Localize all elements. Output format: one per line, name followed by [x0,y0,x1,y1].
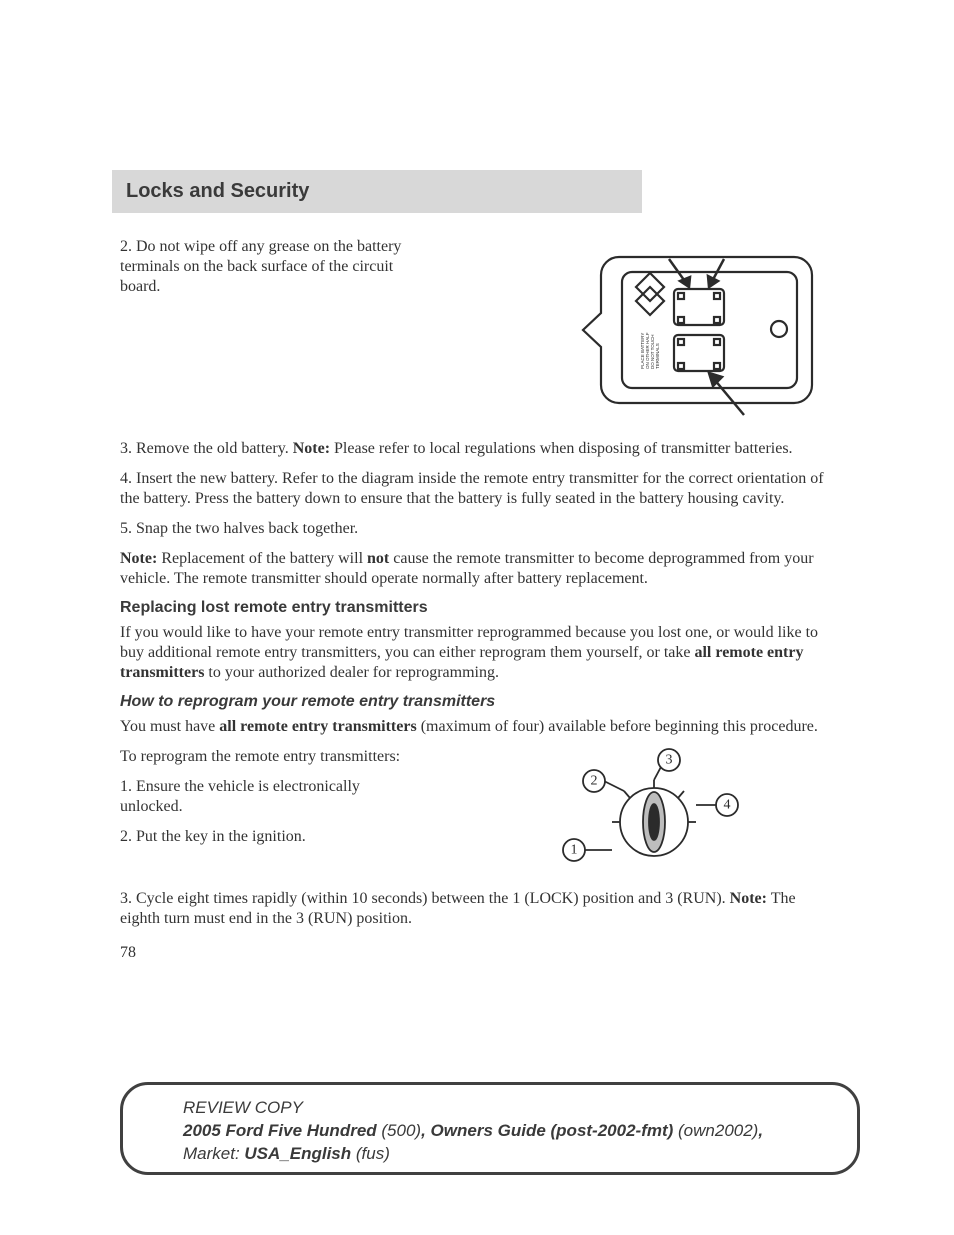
footer-line2: 2005 Ford Five Hundred (500), Owners Gui… [183,1120,817,1143]
footer-l3-b1: USA_English [244,1144,351,1163]
ignition-pos-1: 1 [571,843,578,858]
footer-l2-b2: , Owners Guide (post-2002-fmt) [421,1121,673,1140]
subheading-replacing-lost: Replacing lost remote entry transmitters [120,599,834,617]
sub1-para: If you would like to have your remote en… [120,623,834,683]
footer-l3-i2: (fus) [351,1144,390,1163]
step5-text: 5. Snap the two halves back together. [120,519,834,539]
ignition-pos-3: 3 [666,753,673,768]
fig1-label-4: TERMINALS [655,343,660,369]
note-replace-label: Note: [120,550,157,567]
reprog-s3-pre: 3. Cycle eight times rapidly (within 10 … [120,890,730,907]
footer-l2-b1: 2005 Ford Five Hundred [183,1121,377,1140]
step2-text: 2. Do not wipe off any grease on the bat… [120,237,420,297]
sub2-para: You must have all remote entry transmitt… [120,717,834,737]
sub1-post: to your authorized dealer for reprogramm… [204,664,499,681]
step2-textcol: 2. Do not wipe off any grease on the bat… [120,237,420,307]
section-title: Locks and Security [126,180,628,203]
step3-note: Note: [293,440,330,457]
sub2-bold: all remote entry transmitters [219,718,416,735]
footer-l2-i2: (own2002) [673,1121,758,1140]
reprogram-row: To reprogram the remote entry transmitte… [120,747,834,877]
step4-text: 4. Insert the new battery. Refer to the … [120,469,834,509]
subheading-how-to-reprogram: How to reprogram your remote entry trans… [120,693,834,711]
footer-l2-i1: (500) [377,1121,421,1140]
reprog-s3: 3. Cycle eight times rapidly (within 10 … [120,889,834,929]
transmitter-diagram: PLACE BATTERY ON OTHER HALF DO NOT TOUCH… [574,237,834,427]
footer-line1: REVIEW COPY [183,1097,817,1120]
reprog-s3-note: Note: [730,890,767,907]
manual-page: Locks and Security 2. Do not wipe off an… [0,0,954,963]
reprog-intro: To reprogram the remote entry transmitte… [120,747,410,767]
step3-text: 3. Remove the old battery. Note: Please … [120,439,834,459]
step3-post: Please refer to local regulations when d… [330,440,793,457]
footer-l2-b3: , [758,1121,763,1140]
section-header-bar: Locks and Security [112,170,642,213]
footer-l3-i1: Market: [183,1144,244,1163]
note-replace-bold: not [367,550,389,567]
ignition-diagram: 1 2 3 4 [544,747,744,877]
footer-box: REVIEW COPY 2005 Ford Five Hundred (500)… [120,1082,860,1175]
step3-pre: 3. Remove the old battery. [120,440,293,457]
sub2-pre: You must have [120,718,219,735]
ignition-pos-4: 4 [724,798,731,813]
reprogram-textcol: To reprogram the remote entry transmitte… [120,747,410,857]
reprog-s1: 1. Ensure the vehicle is electronically … [120,777,410,817]
step2-row: 2. Do not wipe off any grease on the bat… [120,237,834,427]
ignition-pos-2: 2 [591,774,598,789]
page-number: 78 [120,943,834,963]
footer-line3: Market: USA_English (fus) [183,1143,817,1166]
sub2-post: (maximum of four) available before begin… [417,718,818,735]
reprog-s2: 2. Put the key in the ignition. [120,827,410,847]
note-replace: Note: Replacement of the battery will no… [120,549,834,589]
note-replace-mid: Replacement of the battery will [157,550,367,567]
